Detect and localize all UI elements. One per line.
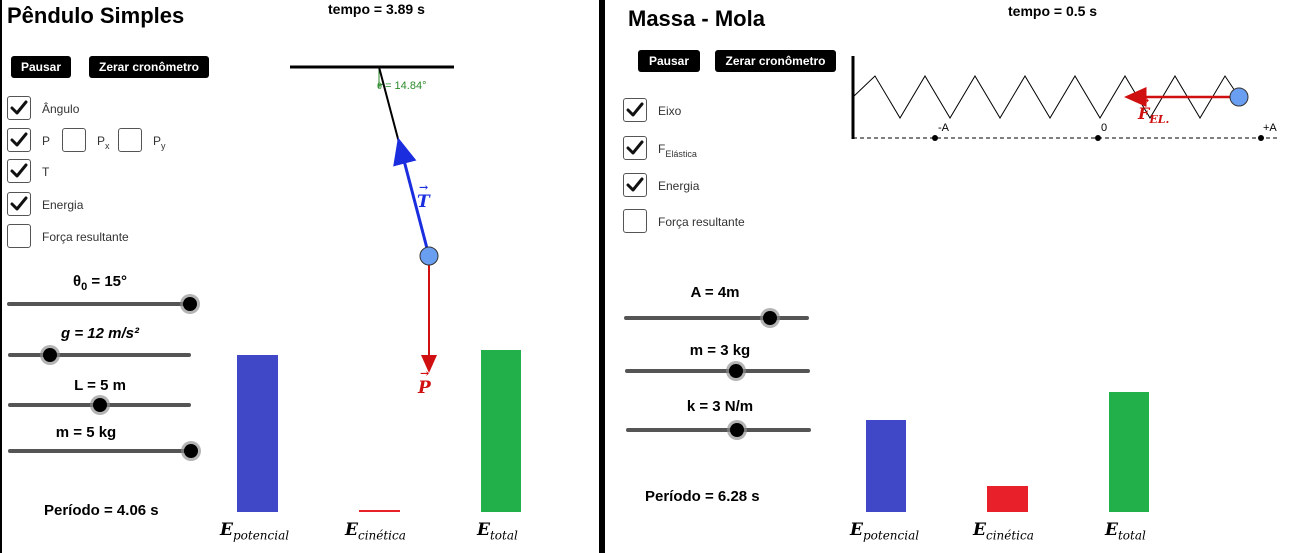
pendulum-label-cinetica: Ecinética (345, 520, 406, 543)
axis-tick-neg (932, 135, 938, 141)
checkbox-eixo[interactable] (623, 98, 647, 122)
slider-A-knob[interactable] (763, 311, 778, 325)
weight-label: → P (418, 367, 431, 398)
angle-label: θ = 14.84° (377, 80, 427, 92)
checkbox-px-label: Px (97, 134, 110, 151)
spring-bar-cinetica (987, 485, 1028, 512)
axis-tick-zero (1095, 135, 1101, 141)
pendulum-bar-potencial (237, 354, 278, 512)
slider-theta-knob[interactable] (183, 297, 197, 311)
checkbox-px[interactable] (62, 128, 86, 152)
slider-theta-track[interactable] (7, 302, 190, 306)
checkbox-forca-resultante-label: Força resultante (42, 230, 129, 244)
checkbox-p[interactable] (7, 128, 31, 152)
slider-A-track[interactable] (624, 316, 809, 320)
spring-reset-button[interactable]: Zerar cronômetro (715, 50, 836, 72)
axis-label-pos: +A (1263, 122, 1277, 134)
spring-bar-total (1109, 392, 1149, 512)
spring-diagram (851, 56, 1280, 141)
pendulum-bob[interactable] (419, 246, 439, 266)
pendulum-label-potencial: Epotencial (220, 520, 290, 543)
spring-bar-potencial (866, 419, 906, 512)
slider-g-knob[interactable] (43, 348, 58, 362)
checkbox-forca-resultante-mola-label: Força resultante (658, 215, 745, 229)
spring-mass[interactable] (1229, 87, 1249, 107)
checkbox-eixo-label: Eixo (658, 104, 682, 118)
checkbox-angulo[interactable] (7, 96, 31, 120)
tension-label: → T (417, 181, 430, 212)
slider-m-knob[interactable] (184, 444, 198, 458)
left-border (0, 0, 2, 553)
spring-pause-button[interactable]: Pausar (638, 50, 700, 72)
slider-L-knob[interactable] (92, 398, 107, 412)
panel-divider (599, 0, 605, 553)
checkbox-forca-resultante[interactable] (7, 224, 31, 248)
spring-periodo: Período = 6.28 s (645, 488, 760, 505)
checkbox-t-label: T (42, 165, 50, 179)
axis-label-neg: -A (938, 122, 949, 134)
checkbox-p-label: P (42, 134, 51, 148)
slider-mass-knob[interactable] (729, 364, 743, 378)
checkbox-py-label: Py (153, 134, 166, 151)
slider-L-label: L = 5 m (74, 377, 126, 394)
pendulum-bar-cinetica (359, 510, 400, 512)
checkbox-energia-mola[interactable] (623, 173, 647, 197)
pendulum-bar-total (481, 350, 521, 512)
axis-tick-pos (1258, 135, 1264, 141)
spring-label-total: Etotal (1105, 520, 1146, 543)
spring-label-cinetica: Ecinética (973, 520, 1034, 543)
spring-tempo: tempo = 0.5 s (1008, 3, 1098, 19)
pendulum-pause-button[interactable]: Pausar (11, 56, 71, 78)
slider-g-label: g = 12 m/s² (61, 325, 139, 342)
axis-label-zero: 0 (1101, 122, 1108, 134)
spring-title: Massa - Mola (628, 6, 765, 31)
pendulum-diagram (290, 65, 454, 373)
checkbox-energia-mola-label: Energia (658, 179, 700, 193)
slider-mass-label: m = 3 kg (689, 342, 751, 359)
slider-A-label: A = 4m (690, 284, 740, 301)
checkbox-energia[interactable] (7, 192, 31, 216)
slider-m-label: m = 5 kg (55, 424, 117, 441)
checkbox-py[interactable] (118, 128, 142, 152)
spring-label-potencial: Epotencial (850, 520, 920, 543)
slider-mass-track[interactable] (625, 369, 810, 373)
pendulum-tempo: tempo = 3.89 s (328, 1, 425, 17)
elastic-force-label: → FEL. (1138, 94, 1170, 127)
tension-vector (393, 137, 431, 257)
checkbox-felastica-label: FElástica (658, 142, 697, 159)
slider-k-knob[interactable] (730, 423, 744, 437)
spring-coil (852, 75, 1240, 119)
pendulum-title: Pêndulo Simples (7, 3, 185, 28)
slider-m-track[interactable] (8, 449, 191, 453)
checkbox-forca-resultante-mola[interactable] (623, 209, 647, 233)
pendulum-periodo: Período = 4.06 s (44, 502, 159, 519)
slider-k-label: k = 3 N/m (686, 398, 754, 415)
slider-g-track[interactable] (8, 353, 191, 357)
checkbox-angulo-label: Ângulo (42, 102, 80, 116)
slider-theta-label: θ0 = 15° (72, 273, 127, 293)
pendulum-reset-button[interactable]: Zerar cronômetro (89, 56, 209, 78)
pendulum-label-total: Etotal (477, 520, 518, 543)
checkbox-t[interactable] (7, 159, 31, 183)
checkbox-felastica[interactable] (623, 136, 647, 160)
slider-k-track[interactable] (626, 428, 811, 432)
checkbox-energia-label: Energia (42, 198, 84, 212)
